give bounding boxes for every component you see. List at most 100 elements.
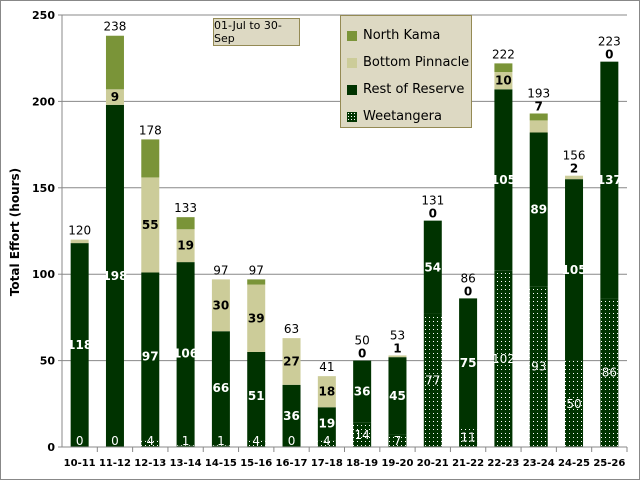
data-label: 77 bbox=[425, 373, 440, 387]
legend-item: North Kama bbox=[347, 22, 471, 49]
bar-rest-of-reserve bbox=[105, 104, 124, 447]
data-label: 2 bbox=[570, 162, 578, 176]
total-label: 178 bbox=[139, 123, 162, 137]
bar-rest-of-reserve bbox=[317, 407, 336, 441]
bar-weetangera bbox=[494, 270, 513, 447]
data-label: 105 bbox=[562, 263, 587, 277]
data-label: 0 bbox=[358, 347, 366, 361]
y-tick-label: 100 bbox=[32, 268, 55, 281]
bar-weetangera bbox=[211, 445, 230, 447]
bar-weetangera bbox=[388, 434, 407, 447]
total-label: 41 bbox=[319, 360, 334, 374]
bar-north-kama bbox=[176, 217, 195, 230]
data-label: 75 bbox=[460, 356, 477, 370]
bar-north-kama bbox=[105, 35, 124, 90]
legend-label: Rest of Reserve bbox=[363, 82, 465, 97]
total-label: 223 bbox=[598, 35, 621, 49]
bar-north-kama bbox=[494, 63, 513, 73]
bar-bottom-pinnacle bbox=[176, 229, 195, 263]
data-label: 18 bbox=[318, 385, 335, 399]
total-label: 222 bbox=[492, 47, 515, 61]
data-label: 51 bbox=[248, 389, 265, 403]
data-label: 0 bbox=[288, 434, 296, 448]
data-label: 45 bbox=[389, 389, 406, 403]
bar-bottom-pinnacle bbox=[494, 72, 513, 90]
y-axis-label: Total Effort (hours) bbox=[8, 168, 22, 296]
x-tick-label: 21-22 bbox=[452, 458, 484, 469]
total-label: 53 bbox=[390, 328, 405, 342]
data-label: 0 bbox=[111, 434, 119, 448]
x-tick-label: 14-15 bbox=[205, 458, 237, 469]
y-tick-label: 150 bbox=[32, 182, 55, 195]
x-tick-label: 16-17 bbox=[276, 458, 308, 469]
legend-swatch bbox=[347, 30, 357, 41]
data-label: 0 bbox=[76, 434, 84, 448]
bar-bottom-pinnacle bbox=[565, 175, 584, 180]
bar-rest-of-reserve bbox=[70, 243, 89, 447]
data-label: 89 bbox=[530, 202, 547, 216]
x-tick-label: 13-14 bbox=[170, 458, 202, 469]
data-label: 105 bbox=[491, 173, 516, 187]
data-label: 86 bbox=[602, 366, 617, 380]
data-label: 10 bbox=[495, 74, 512, 88]
data-label: 0 bbox=[429, 207, 437, 221]
bar-weetangera bbox=[353, 422, 372, 447]
bar-bottom-pinnacle bbox=[247, 284, 266, 352]
bar-rest-of-reserve bbox=[459, 298, 478, 428]
bar-bottom-pinnacle bbox=[388, 355, 407, 358]
data-label: 106 bbox=[173, 347, 198, 361]
bar-bottom-pinnacle bbox=[529, 120, 548, 133]
data-label: 4 bbox=[146, 434, 154, 448]
data-label: 55 bbox=[142, 218, 159, 232]
total-label: 156 bbox=[563, 149, 586, 163]
legend-label: Bottom Pinnacle bbox=[363, 55, 470, 70]
bar-rest-of-reserve bbox=[353, 360, 372, 423]
bar-north-kama bbox=[141, 139, 160, 178]
data-label: 30 bbox=[213, 298, 230, 312]
data-label: 0 bbox=[464, 284, 472, 298]
bar-bottom-pinnacle bbox=[70, 239, 89, 244]
y-tick-label: 250 bbox=[32, 9, 55, 22]
bar-north-kama bbox=[529, 113, 548, 121]
data-label: 39 bbox=[248, 311, 265, 325]
legend-label: North Kama bbox=[363, 28, 441, 43]
bar-rest-of-reserve bbox=[176, 262, 195, 446]
data-label: 36 bbox=[354, 385, 371, 399]
bar-bottom-pinnacle bbox=[211, 279, 230, 332]
data-label: 19 bbox=[318, 417, 335, 431]
legend-item: Bottom Pinnacle bbox=[347, 49, 471, 76]
x-tick-label: 25-26 bbox=[593, 458, 625, 469]
bar-rest-of-reserve bbox=[141, 272, 160, 441]
bar-weetangera bbox=[423, 313, 442, 447]
bar-rest-of-reserve bbox=[565, 179, 584, 361]
total-label: 97 bbox=[249, 263, 264, 277]
total-label: 133 bbox=[174, 201, 197, 215]
legend-swatch bbox=[347, 111, 357, 122]
data-label: 4 bbox=[323, 434, 331, 448]
x-tick-label: 19-20 bbox=[381, 458, 413, 469]
y-tick-label: 0 bbox=[47, 441, 55, 454]
x-tick-label: 11-12 bbox=[99, 458, 131, 469]
y-tick-label: 50 bbox=[40, 355, 56, 368]
data-label: 1 bbox=[217, 434, 225, 448]
total-label: 86 bbox=[460, 271, 475, 285]
bar-rest-of-reserve bbox=[423, 220, 442, 314]
bar-rest-of-reserve bbox=[211, 331, 230, 446]
total-label: 97 bbox=[213, 263, 228, 277]
x-tick-label: 20-21 bbox=[417, 458, 449, 469]
x-tick-label: 12-13 bbox=[134, 458, 166, 469]
period-label: 01-Jul to 30-Sep bbox=[213, 18, 300, 46]
data-label: 7 bbox=[394, 434, 402, 448]
data-label: 66 bbox=[213, 381, 230, 395]
data-label: 0 bbox=[605, 48, 613, 62]
bar-bottom-pinnacle bbox=[282, 338, 301, 385]
data-label: 27 bbox=[283, 354, 300, 368]
bar-rest-of-reserve bbox=[494, 89, 513, 271]
data-label: 93 bbox=[531, 360, 546, 374]
bar-bottom-pinnacle bbox=[317, 376, 336, 408]
x-tick-label: 10-11 bbox=[64, 458, 96, 469]
data-label: 102 bbox=[492, 352, 515, 366]
data-label: 97 bbox=[142, 349, 159, 363]
y-tick-label: 200 bbox=[32, 95, 55, 108]
